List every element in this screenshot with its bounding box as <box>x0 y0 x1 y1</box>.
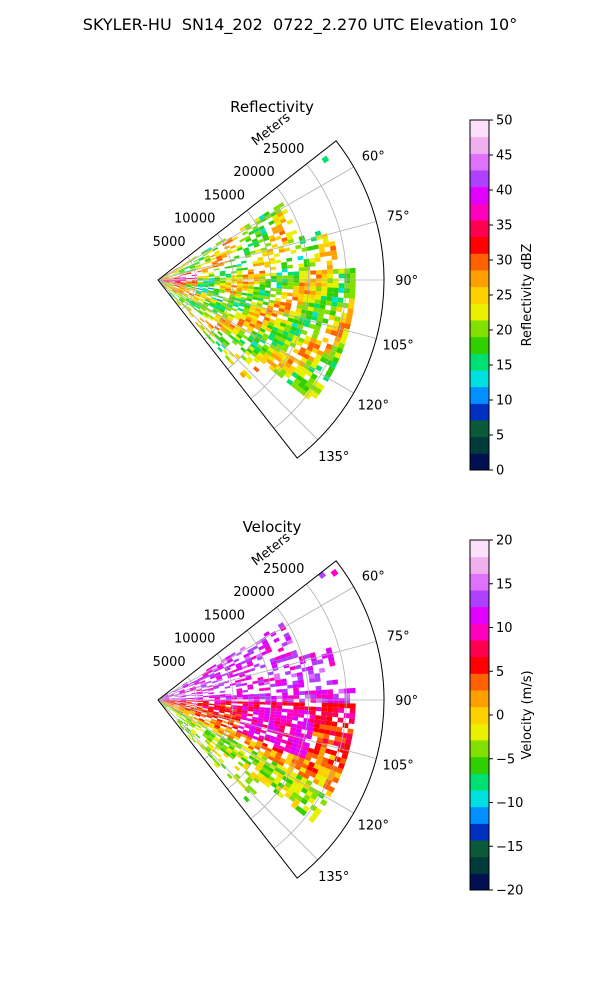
colorbar-tick-label: 10 <box>496 394 513 409</box>
sector-frame <box>157 140 385 459</box>
azimuth-tick-label: 60° <box>362 150 385 165</box>
radial-tick-label: 25000 <box>263 562 304 577</box>
colorbar-tick-label: 35 <box>496 219 513 234</box>
colorbar-tick-label: 50 <box>496 114 513 129</box>
radial-tick-label: 15000 <box>204 188 245 203</box>
azimuth-tick-label: 90° <box>395 694 418 709</box>
radial-tick-label: 25000 <box>263 142 304 157</box>
colorbar-tick-label: 15 <box>496 577 513 592</box>
colorbar-tick-label: 40 <box>496 184 513 199</box>
velocity-panel: Velocity500010000150002000025000Meters60… <box>153 518 535 899</box>
sector-frame <box>157 560 385 879</box>
radial-tick-label: 20000 <box>233 585 274 600</box>
azimuth-tick-label: 75° <box>387 630 410 645</box>
azimuth-tick-label: 120° <box>358 818 389 833</box>
colorbar-tick-label: 0 <box>496 709 504 724</box>
colorbar: 0 5 10 15 20 25 30 35 40 45 50 Reflectivity dBZ <box>469 114 535 479</box>
colorbar-tick-label: 15 <box>496 359 513 374</box>
colorbar-tick-label: 20 <box>496 324 513 339</box>
reflectivity-panel: Reflectivity500010000150002000025000Mete… <box>153 98 535 479</box>
colorbar-tick-label: 5 <box>496 665 504 680</box>
colorbar-tick-label: 45 <box>496 149 513 164</box>
radar-field <box>158 155 356 400</box>
colorbar-tick-label: 5 <box>496 429 504 444</box>
colorbar-tick-label: −20 <box>496 884 523 899</box>
colorbar-tick-label: 25 <box>496 289 513 304</box>
colorbar-tick-label: 10 <box>496 621 513 636</box>
radial-tick-label: 5000 <box>153 235 186 250</box>
azimuth-tick-label: 90° <box>395 274 418 289</box>
panel-title: Velocity <box>243 518 302 536</box>
radial-tick-label: 15000 <box>204 608 245 623</box>
panel-title: Reflectivity <box>230 98 314 116</box>
colorbar-label: Velocity (m/s) <box>520 670 535 759</box>
azimuth-tick-label: 60° <box>362 570 385 585</box>
figure-title: SKYLER-HU SN14_202 0722_2.270 UTC Elevat… <box>82 15 518 34</box>
azimuth-tick-label: 120° <box>358 398 389 413</box>
colorbar: −20 −15 −10 −5 0 5 10 15 20 Velocity (m/s) <box>469 534 535 899</box>
polar-grid <box>157 583 384 861</box>
colorbar-label: Reflectivity dBZ <box>520 244 535 347</box>
colorbar-tick-label: −5 <box>496 752 515 767</box>
azimuth-tick-label: 105° <box>382 758 413 773</box>
colorbar-tick-label: −15 <box>496 840 523 855</box>
radial-tick-label: 5000 <box>153 655 186 670</box>
azimuth-tick-label: 75° <box>387 210 410 225</box>
azimuth-tick-label: 135° <box>318 870 349 885</box>
radial-tick-label: 20000 <box>233 165 274 180</box>
azimuth-tick-label: 105° <box>382 338 413 353</box>
colorbar-tick-label: 30 <box>496 254 513 269</box>
colorbar-tick-label: −10 <box>496 796 523 811</box>
azimuth-tick-label: 135° <box>318 450 349 465</box>
colorbar-tick-label: 0 <box>496 464 504 479</box>
radial-tick-label: 10000 <box>174 212 215 227</box>
colorbar-tick-label: 20 <box>496 534 513 549</box>
radial-tick-label: 10000 <box>174 632 215 647</box>
polar-grid <box>157 163 384 441</box>
